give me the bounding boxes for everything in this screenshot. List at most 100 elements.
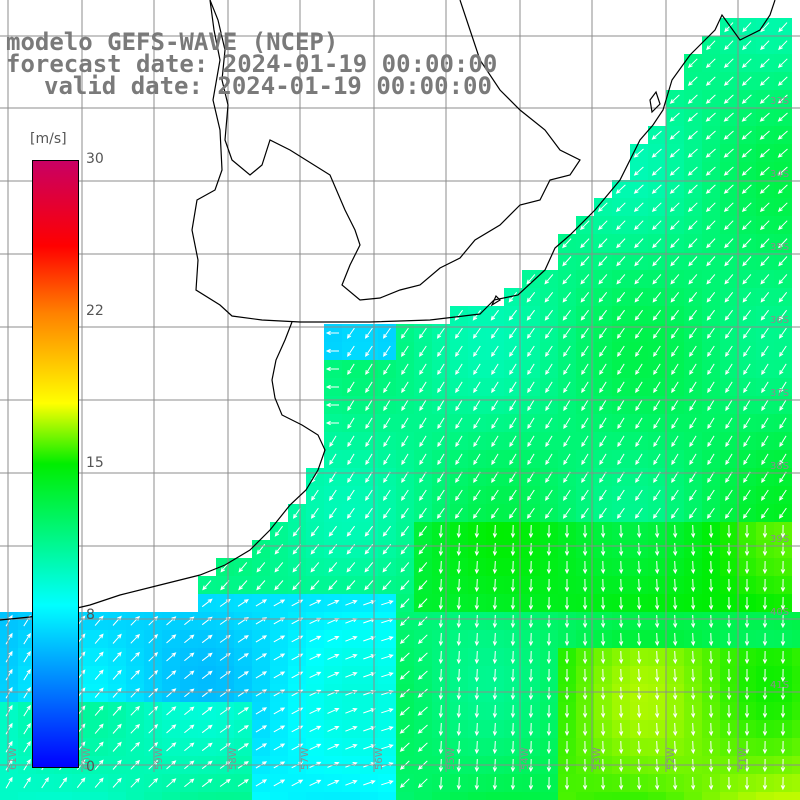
- wind-arrow: [761, 363, 769, 376]
- wind-cell: [792, 720, 800, 738]
- wind-arrow: [779, 363, 787, 376]
- wind-arrow: [436, 507, 445, 519]
- wind-arrow: [255, 653, 268, 661]
- wind-arrow: [688, 238, 698, 249]
- wind-arrow: [546, 560, 552, 575]
- wind-arrow: [616, 327, 625, 339]
- wind-arrow: [760, 309, 769, 321]
- wind-arrow: [598, 291, 608, 303]
- wind-arrow: [23, 632, 31, 645]
- wind-arrow: [759, 112, 770, 122]
- wind-arrow: [582, 668, 588, 683]
- wind-arrow: [653, 381, 661, 394]
- wind-arrow: [634, 327, 643, 339]
- wind-arrow: [689, 453, 697, 466]
- wind-arrow: [564, 633, 570, 647]
- wind-arrow: [364, 562, 374, 573]
- wind-arrow: [328, 525, 337, 537]
- wind-arrow: [23, 704, 31, 717]
- wind-arrow: [438, 614, 444, 629]
- lat-label: 41S: [770, 680, 789, 691]
- wind-arrow: [759, 166, 770, 176]
- wind-arrow: [669, 148, 680, 158]
- wind-arrow: [707, 399, 715, 412]
- wind-cell: [792, 792, 800, 800]
- wind-arrow: [399, 652, 410, 662]
- wind-arrow: [777, 58, 788, 69]
- wind-arrow: [762, 524, 768, 539]
- wind-arrow: [418, 525, 427, 537]
- wind-arrow: [311, 489, 319, 501]
- wind-arrow: [726, 596, 732, 611]
- wind-arrow: [706, 291, 716, 303]
- wind-arrow: [345, 672, 358, 678]
- wind-cell: [342, 792, 360, 800]
- lat-label: 33S: [770, 96, 789, 107]
- wind-arrow: [455, 453, 463, 466]
- wind-cell: [720, 792, 738, 800]
- wind-arrow: [582, 776, 588, 791]
- wind-arrow: [669, 94, 680, 104]
- wind-arrow: [636, 524, 642, 539]
- wind-arrow: [687, 166, 698, 176]
- wind-arrow: [759, 220, 770, 231]
- wind-arrow: [669, 220, 680, 231]
- wind-arrow: [726, 542, 732, 557]
- wind-arrow: [383, 381, 391, 394]
- wind-arrow: [492, 542, 498, 557]
- wind-arrow: [672, 578, 678, 593]
- wind-arrow: [347, 453, 355, 466]
- wind-arrow: [528, 614, 534, 629]
- wind-arrow: [636, 668, 642, 683]
- lon-label: 61W: [8, 747, 19, 770]
- wind-arrow: [741, 148, 752, 158]
- wind-arrow: [365, 435, 373, 448]
- wind-arrow: [690, 722, 696, 737]
- wind-arrow: [546, 668, 552, 683]
- wind-arrow: [417, 688, 428, 698]
- wind-arrow: [582, 614, 588, 629]
- wind-arrow: [599, 399, 607, 412]
- wind-arrow: [672, 722, 678, 737]
- wind-arrow: [671, 399, 679, 412]
- wind-arrow: [509, 399, 517, 412]
- wind-arrow: [510, 776, 516, 791]
- wind-arrow: [742, 256, 752, 267]
- wind-arrow: [762, 578, 768, 593]
- wind-arrow: [490, 309, 499, 321]
- wind-arrow: [456, 578, 462, 593]
- wind-arrow: [708, 650, 714, 665]
- wind-arrow: [325, 384, 339, 390]
- wind-arrow: [345, 780, 358, 786]
- wind-arrow: [474, 596, 480, 611]
- wind-cell: [414, 792, 432, 800]
- wind-arrow: [492, 524, 498, 539]
- wind-arrow: [184, 652, 195, 662]
- wind-arrow: [23, 650, 31, 663]
- wind-arrow: [418, 562, 428, 573]
- wind-arrow: [635, 453, 643, 466]
- wind-arrow: [651, 184, 662, 194]
- wind-cell: [450, 792, 468, 800]
- wind-cell: [396, 792, 414, 800]
- wind-arrow: [237, 653, 249, 661]
- wind-arrow: [744, 669, 750, 683]
- wind-arrow: [705, 58, 716, 69]
- wind-arrow: [689, 399, 697, 412]
- wind-arrow: [616, 238, 626, 249]
- wind-cell: [792, 774, 800, 792]
- wind-arrow: [762, 776, 768, 791]
- wind-cell: [792, 666, 800, 684]
- wind-arrow: [654, 632, 660, 647]
- wind-arrow: [473, 381, 481, 394]
- wind-arrow: [399, 706, 410, 716]
- wind-arrow: [130, 777, 141, 788]
- wind-arrow: [744, 525, 750, 539]
- wind-cell: [234, 792, 252, 800]
- wind-arrow: [202, 580, 212, 591]
- wind-arrow: [599, 363, 607, 376]
- wind-arrow: [707, 345, 715, 357]
- wind-arrow: [690, 650, 696, 665]
- lon-label: 60W: [82, 747, 93, 770]
- wind-arrow: [634, 256, 644, 267]
